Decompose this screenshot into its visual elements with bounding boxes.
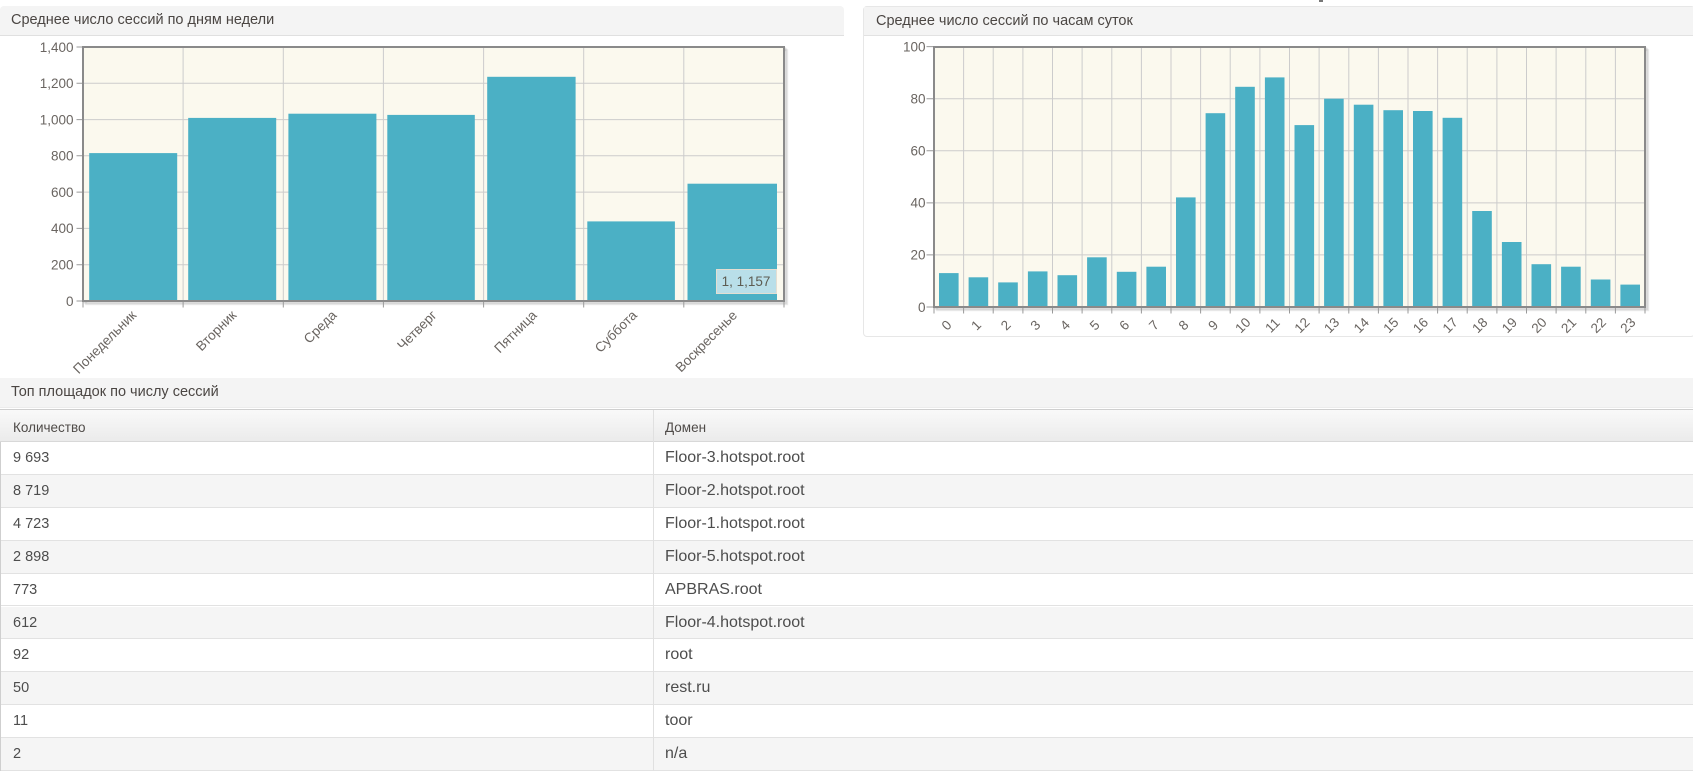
svg-text:12: 12 (1292, 315, 1313, 336)
svg-text:8: 8 (1176, 317, 1192, 333)
svg-text:20: 20 (910, 248, 925, 263)
svg-text:5: 5 (1087, 317, 1103, 333)
svg-text:0: 0 (939, 317, 955, 333)
svg-text:Суббота: Суббота (592, 307, 640, 355)
svg-text:15: 15 (1380, 315, 1401, 336)
svg-text:19: 19 (1499, 315, 1520, 336)
svg-text:10: 10 (1232, 315, 1253, 336)
svg-text:1: 1 (968, 317, 984, 333)
svg-text:17: 17 (1440, 315, 1461, 336)
svg-text:800: 800 (51, 149, 74, 164)
svg-text:23: 23 (1617, 315, 1638, 336)
svg-text:1,400: 1,400 (40, 40, 74, 55)
svg-text:200: 200 (51, 258, 74, 273)
svg-text:7: 7 (1146, 317, 1162, 333)
svg-text:2: 2 (998, 317, 1014, 333)
svg-text:6: 6 (1116, 317, 1132, 333)
svg-text:14: 14 (1351, 314, 1373, 336)
svg-text:Среда: Среда (301, 307, 340, 346)
svg-text:Четверг: Четверг (394, 307, 439, 352)
svg-text:600: 600 (51, 185, 74, 200)
svg-text:1,000: 1,000 (40, 112, 74, 127)
svg-text:Понедельник: Понедельник (70, 307, 139, 376)
svg-text:Пятница: Пятница (491, 307, 540, 356)
svg-text:400: 400 (51, 221, 74, 236)
svg-text:22: 22 (1588, 315, 1609, 336)
svg-text:4: 4 (1057, 317, 1073, 333)
svg-text:1,200: 1,200 (40, 76, 74, 91)
svg-text:3: 3 (1028, 317, 1044, 333)
svg-text:0: 0 (66, 294, 74, 309)
svg-text:9: 9 (1205, 317, 1221, 333)
svg-text:Воскресенье: Воскресенье (673, 308, 740, 375)
svg-text:13: 13 (1321, 315, 1342, 336)
svg-text:80: 80 (910, 92, 925, 107)
svg-text:21: 21 (1558, 315, 1579, 336)
svg-text:Вторник: Вторник (193, 307, 239, 353)
svg-text:60: 60 (910, 144, 925, 159)
svg-text:16: 16 (1410, 315, 1431, 336)
svg-text:20: 20 (1529, 315, 1550, 336)
svg-text:18: 18 (1469, 315, 1490, 336)
svg-text:40: 40 (910, 196, 925, 211)
svg-text:11: 11 (1262, 315, 1283, 336)
svg-text:100: 100 (903, 39, 926, 54)
svg-text:0: 0 (918, 300, 926, 315)
